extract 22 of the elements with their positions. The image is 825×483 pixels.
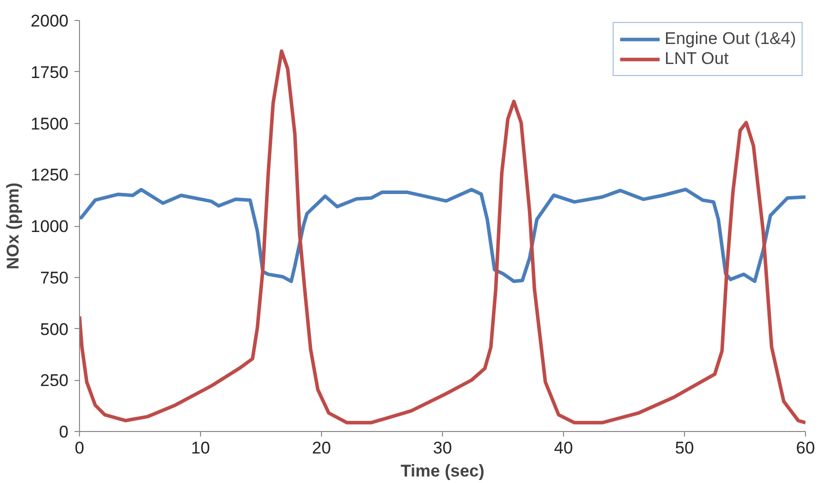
y-tick-label: 750 bbox=[40, 268, 69, 288]
legend-label: Engine Out (1&4) bbox=[664, 29, 796, 49]
line-series bbox=[80, 188, 806, 284]
y-axis-title: NOx (ppm) bbox=[4, 182, 23, 270]
y-tick-label: 500 bbox=[40, 320, 69, 339]
legend-label: LNT Out bbox=[664, 49, 729, 69]
y-tick-label: 1000 bbox=[30, 217, 69, 236]
x-tick-label: 60 bbox=[796, 438, 815, 458]
x-tick-label: 30 bbox=[433, 438, 452, 458]
y-tick-label: 1500 bbox=[30, 114, 69, 134]
y-tick-label: 250 bbox=[40, 371, 69, 390]
line-series bbox=[80, 49, 806, 424]
y-tick-label: 2000 bbox=[30, 12, 69, 30]
x-tick-label: 50 bbox=[675, 438, 694, 458]
y-tick-label: 1250 bbox=[30, 166, 69, 185]
x-tick-label: 10 bbox=[191, 438, 210, 458]
x-tick-label: 0 bbox=[74, 438, 84, 458]
x-tick-label: 20 bbox=[312, 438, 331, 458]
y-tick-label: 0 bbox=[59, 422, 69, 442]
x-tick-label: 40 bbox=[554, 438, 573, 458]
x-axis-title: Time (sec) bbox=[400, 462, 484, 480]
y-tick-label: 1750 bbox=[30, 62, 69, 82]
